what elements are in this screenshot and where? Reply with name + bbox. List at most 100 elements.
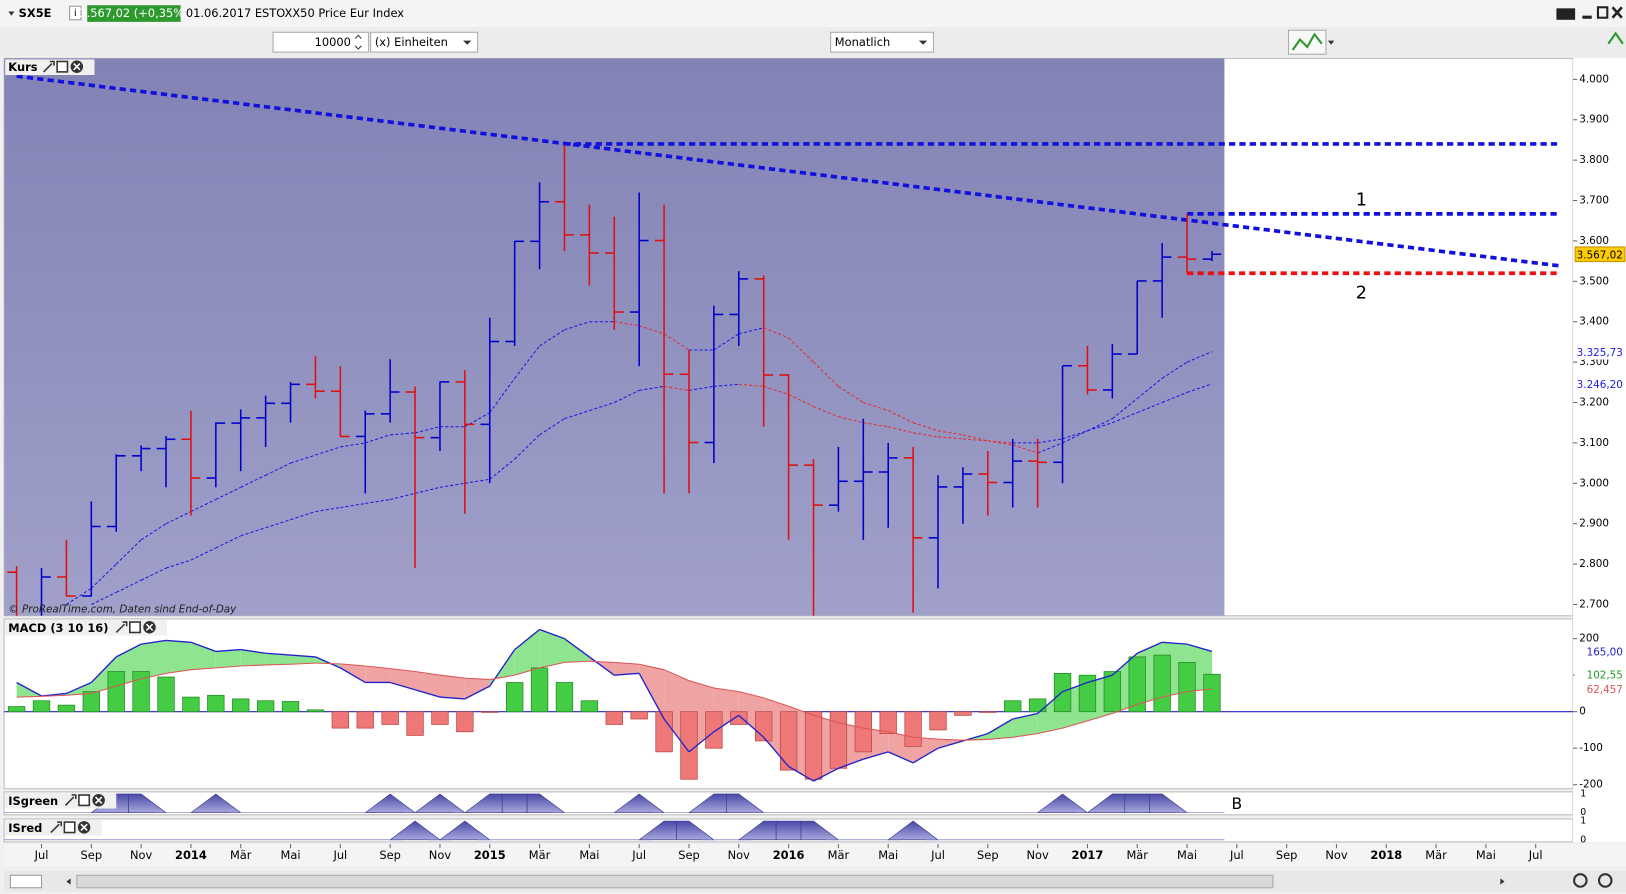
y-tick-label: 3.400	[1579, 316, 1609, 328]
moving-average	[340, 502, 366, 509]
signal-line	[290, 662, 316, 665]
histogram-bar	[655, 711, 673, 753]
signal-line	[713, 687, 739, 693]
value-label-box	[1574, 376, 1626, 392]
moving-average	[813, 406, 839, 418]
signal-line	[763, 697, 789, 707]
signal-line	[265, 663, 291, 666]
panel-title: MACD (3 10 16)	[8, 621, 108, 635]
spinner[interactable]	[354, 34, 362, 50]
moving-average	[1186, 383, 1213, 393]
macd-fill	[439, 675, 465, 699]
y-axis-strip	[1573, 58, 1626, 842]
signal-line	[464, 677, 490, 681]
signal-on	[1124, 793, 1151, 814]
zoom-in[interactable]	[1597, 873, 1613, 888]
x-tick-label: 2015	[474, 848, 506, 862]
quantity: 10000	[315, 35, 351, 49]
quote: 3.567,02 (+0,35%)	[79, 6, 188, 20]
macd-line	[240, 648, 266, 654]
settings-icon[interactable]	[64, 794, 77, 806]
scroll-icon[interactable]	[9, 874, 43, 889]
units-dropdown[interactable]	[370, 31, 479, 53]
moving-average	[738, 327, 764, 335]
maximize[interactable]	[1596, 6, 1609, 19]
signal-line	[987, 736, 1013, 740]
signal-line	[614, 661, 640, 665]
histogram-bar	[82, 691, 100, 713]
moving-average	[912, 422, 939, 432]
moving-average	[1012, 444, 1038, 454]
moving-average	[937, 430, 964, 436]
signal-line	[215, 665, 241, 669]
settings-icon[interactable]	[50, 821, 63, 834]
value-label: 102,55	[1587, 669, 1623, 681]
settings-icon[interactable]	[115, 621, 128, 634]
macd-line	[638, 673, 665, 720]
signal-line	[116, 678, 142, 687]
histogram-bar	[555, 682, 574, 713]
histogram-bar	[281, 701, 300, 713]
minimize[interactable]	[1582, 15, 1592, 19]
signal-line	[91, 685, 117, 694]
scroll-thumb[interactable]	[76, 874, 1274, 889]
close-icon-x	[73, 63, 81, 71]
moving-average	[265, 519, 291, 529]
histogram-bar	[854, 711, 872, 753]
histogram-bar	[207, 694, 225, 713]
annotation: B	[1232, 795, 1243, 813]
x-tick-label: Mai	[579, 848, 599, 862]
period-dropdown[interactable]	[830, 31, 934, 53]
dropdown-arrow	[918, 40, 928, 45]
side-icon[interactable]	[1607, 31, 1624, 45]
window-icon[interactable]	[56, 60, 69, 73]
signal-line	[1186, 688, 1213, 693]
histogram-bar	[1004, 700, 1022, 713]
x-tick-label: Nov	[429, 848, 452, 862]
signal-line	[1012, 733, 1038, 738]
signal-line	[937, 738, 963, 741]
macd-line	[887, 751, 914, 764]
histogram-bar	[680, 711, 698, 780]
signal-line	[738, 691, 764, 699]
copyright: © ProRealTime.com, Daten sind End-of-Day	[8, 604, 237, 616]
quantity-input[interactable]	[272, 31, 370, 53]
settings-icon[interactable]	[43, 60, 55, 73]
zoom-out[interactable]	[1573, 873, 1588, 888]
y-tick-label: 200	[1579, 633, 1599, 645]
close[interactable]	[1611, 6, 1623, 19]
menu-arrow[interactable]	[8, 11, 15, 16]
histogram-bar	[605, 711, 623, 725]
histogram-bar	[7, 706, 26, 713]
moving-average	[664, 385, 690, 391]
moving-average	[589, 402, 615, 412]
value-label-box	[1574, 246, 1626, 263]
macd-line	[489, 649, 516, 687]
histogram-bar	[32, 700, 51, 713]
window-icon[interactable]	[129, 621, 141, 634]
moving-average	[439, 482, 465, 488]
macd-line	[838, 758, 864, 769]
histogram-bar	[381, 711, 399, 725]
info-icon[interactable]	[69, 5, 82, 21]
signal-line	[365, 665, 391, 670]
moving-average	[564, 410, 590, 420]
histogram-bar	[904, 711, 922, 747]
macd-fill	[987, 719, 1013, 740]
signal-line	[962, 738, 988, 741]
x-tick-label: Jul	[930, 848, 945, 862]
description: 01.06.2017 ESTOXX50 Price Eur Index	[186, 6, 404, 20]
keyboard-icon[interactable]	[1556, 8, 1576, 20]
window-icon[interactable]	[63, 821, 76, 834]
window-icon[interactable]	[78, 794, 91, 807]
signal-on	[887, 820, 939, 841]
macd-fill	[265, 653, 291, 665]
signal-on	[414, 793, 466, 814]
histogram-bar	[929, 711, 947, 731]
value-label: 62,457	[1587, 684, 1623, 696]
macd-fill	[141, 640, 167, 679]
y-tick-label: -200	[1579, 779, 1603, 791]
x-tick-label: 2016	[773, 848, 805, 862]
x-tick-label: Mär	[230, 848, 252, 862]
